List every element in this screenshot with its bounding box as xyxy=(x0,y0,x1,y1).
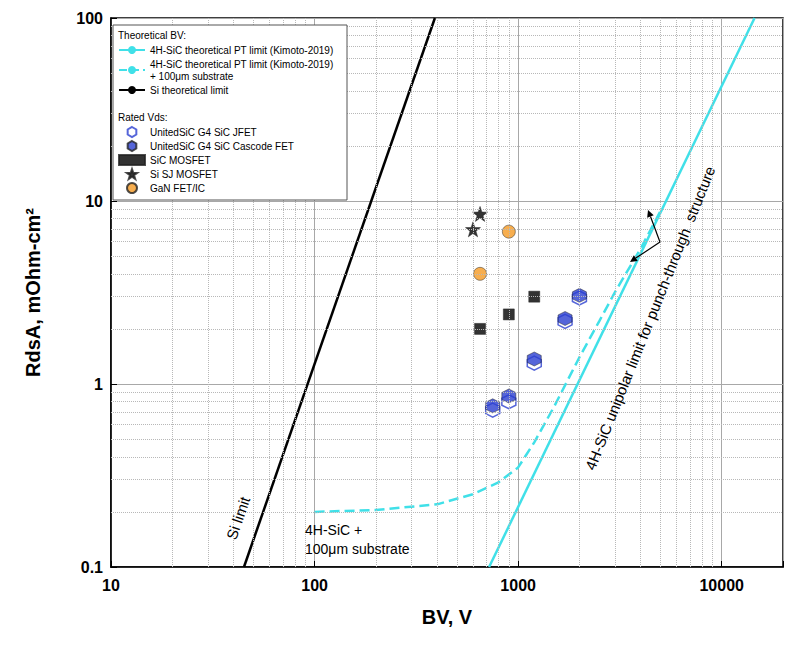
svg-text:Rated Vds:: Rated Vds: xyxy=(118,112,167,123)
svg-text:100: 100 xyxy=(76,10,103,27)
svg-text:10: 10 xyxy=(102,577,120,594)
svg-text:Si SJ MOSFET: Si SJ MOSFET xyxy=(150,169,218,180)
svg-text:10000: 10000 xyxy=(699,577,744,594)
svg-text:GaN FET/IC: GaN FET/IC xyxy=(150,183,205,194)
svg-text:RdsA, mOhm-cm²: RdsA, mOhm-cm² xyxy=(22,208,44,377)
svg-text:Si limit: Si limit xyxy=(223,494,254,542)
svg-text:4H-SiC unipolar limit for punc: 4H-SiC unipolar limit for punch-through … xyxy=(582,164,719,473)
svg-text:BV, V: BV, V xyxy=(422,606,473,628)
svg-text:100: 100 xyxy=(301,577,328,594)
svg-text:+ 100μm substrate: + 100μm substrate xyxy=(150,71,234,82)
svg-text:4H-SiC theoretical PT limit (K: 4H-SiC theoretical PT limit (Kimoto-2019… xyxy=(150,45,333,56)
svg-text:10: 10 xyxy=(85,193,103,210)
svg-text:Theoretical BV:: Theoretical BV: xyxy=(118,30,186,41)
svg-text:SiC MOSFET: SiC MOSFET xyxy=(150,155,211,166)
svg-text:4H-SiC +: 4H-SiC + xyxy=(305,522,362,538)
svg-text:UnitedSiC G4 SiC Cascode FET: UnitedSiC G4 SiC Cascode FET xyxy=(150,141,294,152)
svg-text:0.1: 0.1 xyxy=(81,559,103,576)
svg-text:1000: 1000 xyxy=(500,577,536,594)
svg-text:1: 1 xyxy=(94,376,103,393)
svg-text:Si theoretical limit: Si theoretical limit xyxy=(150,85,229,96)
svg-text:UnitedSiC G4 SiC JFET: UnitedSiC G4 SiC JFET xyxy=(150,127,257,138)
svg-text:100μm substrate: 100μm substrate xyxy=(305,541,410,557)
svg-text:4H-SiC theoretical PT limit (K: 4H-SiC theoretical PT limit (Kimoto-2019… xyxy=(150,59,336,70)
